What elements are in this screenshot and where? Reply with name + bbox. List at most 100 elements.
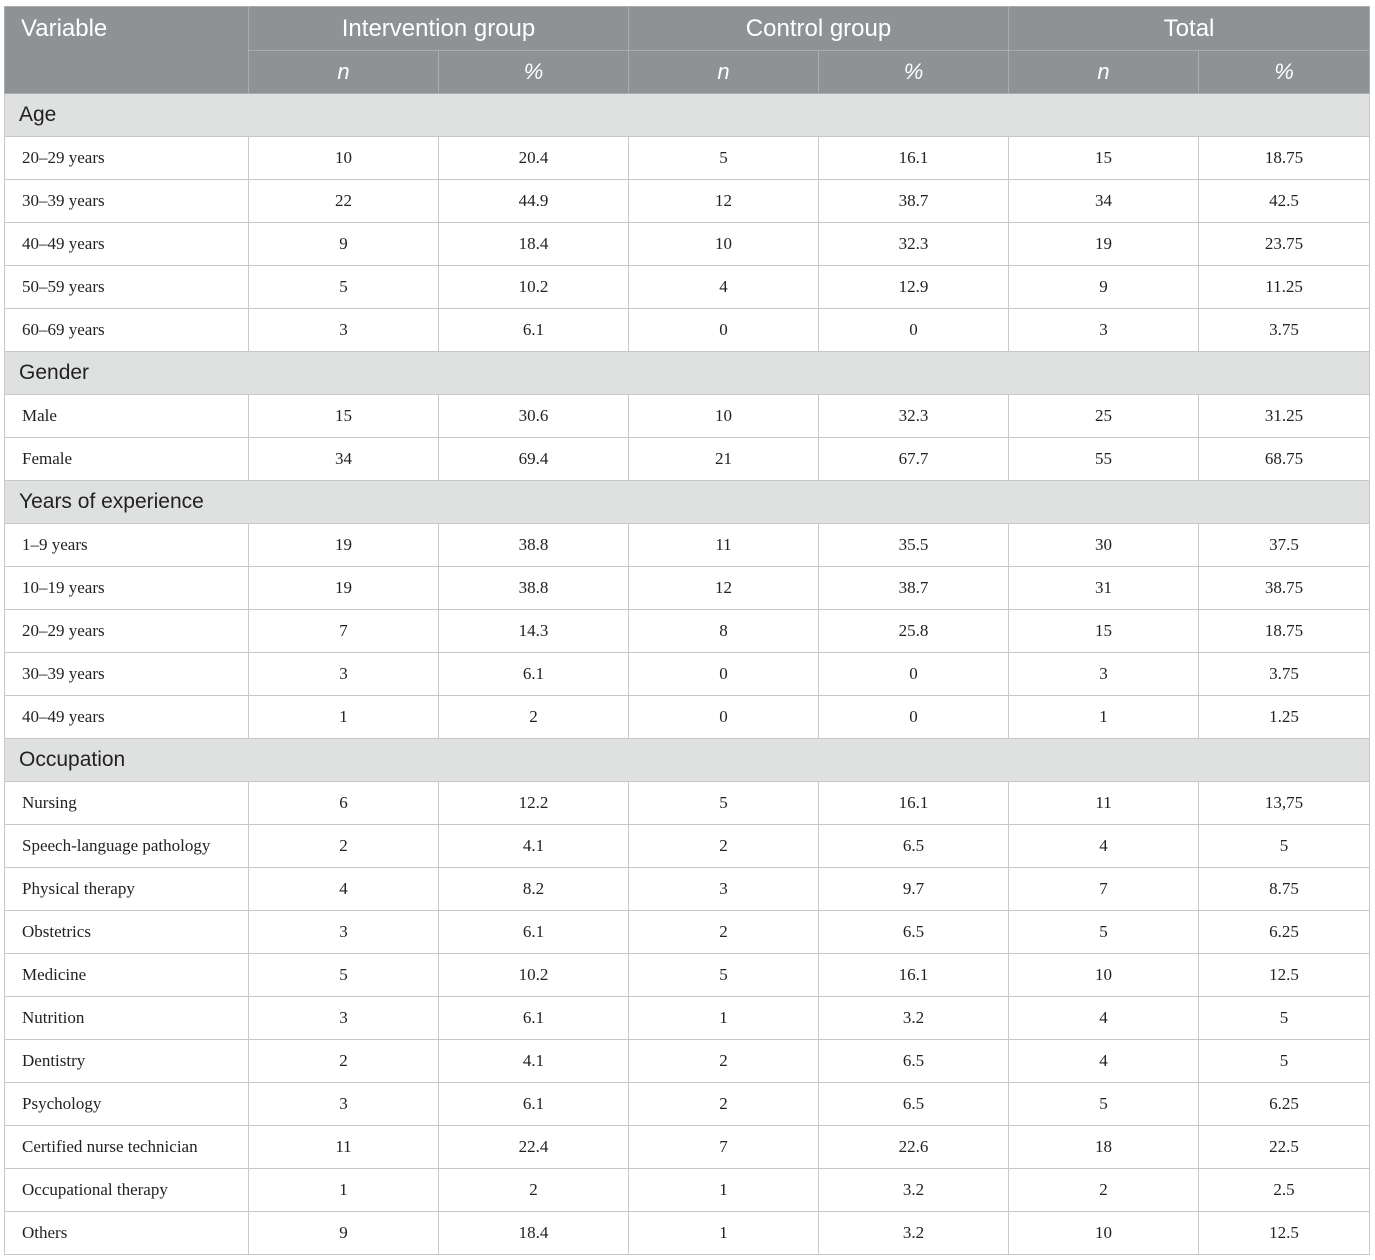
intervention-n-cell: 2 [248,824,439,868]
intervention-pct-cell: 20.4 [438,136,629,180]
row-label: 40–49 years [4,695,249,739]
intervention-n-cell: 15 [248,394,439,438]
intervention-pct-cell: 2 [438,1168,629,1212]
row-label: Obstetrics [4,910,249,954]
intervention-n-header: n [248,50,439,94]
row-label: Male [4,394,249,438]
table-row: Psychology 3 6.1 2 6.5 5 6.25 [4,1082,1371,1126]
total-n-cell: 10 [1008,953,1200,997]
control-n-cell: 0 [628,308,819,352]
control-n-cell: 1 [628,1211,819,1255]
control-n-cell: 12 [628,179,819,223]
row-label: 20–29 years [4,609,249,653]
total-n-cell: 10 [1008,1211,1200,1255]
row-label: 10–19 years [4,566,249,610]
control-pct-cell: 22.6 [817,1125,1010,1169]
control-n-cell: 7 [628,1125,819,1169]
total-pct-cell: 11.25 [1198,265,1371,309]
table-row: Obstetrics 3 6.1 2 6.5 5 6.25 [4,910,1371,954]
total-n-cell: 34 [1008,179,1200,223]
total-pct-cell: 2.5 [1198,1168,1371,1212]
total-pct-cell: 6.25 [1198,910,1371,954]
control-pct-cell: 38.7 [817,179,1010,223]
intervention-pct-header: % [438,50,629,94]
total-n-cell: 3 [1008,308,1200,352]
total-n-cell: 18 [1008,1125,1200,1169]
total-header: Total [1008,6,1371,51]
total-pct-cell: 22.5 [1198,1125,1371,1169]
total-pct-cell: 3.75 [1198,652,1371,696]
intervention-n-cell: 9 [248,1211,439,1255]
intervention-pct-cell: 10.2 [438,953,629,997]
control-pct-cell: 0 [817,308,1010,352]
row-label: 1–9 years [4,523,249,567]
total-pct-cell: 3.75 [1198,308,1371,352]
intervention-pct-cell: 30.6 [438,394,629,438]
control-n-header: n [628,50,819,94]
intervention-n-cell: 1 [248,1168,439,1212]
intervention-pct-cell: 4.1 [438,1039,629,1083]
intervention-pct-cell: 18.4 [438,222,629,266]
intervention-n-cell: 3 [248,1082,439,1126]
control-pct-cell: 35.5 [817,523,1010,567]
total-n-cell: 11 [1008,781,1200,825]
intervention-n-cell: 3 [248,910,439,954]
row-label: Nutrition [4,996,249,1040]
intervention-pct-cell: 38.8 [438,523,629,567]
total-n-cell: 2 [1008,1168,1200,1212]
control-n-cell: 2 [628,910,819,954]
row-label: 30–39 years [4,179,249,223]
section-title: Years of experience [3,480,1371,524]
control-n-cell: 2 [628,1082,819,1126]
control-n-cell: 11 [628,523,819,567]
control-n-cell: 8 [628,609,819,653]
total-pct-cell: 68.75 [1198,437,1371,481]
row-label: 30–39 years [4,652,249,696]
control-pct-cell: 16.1 [817,136,1010,180]
control-n-cell: 0 [628,695,819,739]
variable-column-header: Variable [4,6,249,94]
total-pct-cell: 12.5 [1198,1211,1371,1255]
section-title: Age [3,93,1371,137]
table-row: 60–69 years 3 6.1 0 0 3 3.75 [4,308,1371,352]
control-pct-cell: 6.5 [817,824,1010,868]
total-pct-cell: 13,75 [1198,781,1371,825]
intervention-n-cell: 3 [248,652,439,696]
intervention-pct-cell: 22.4 [438,1125,629,1169]
table-row: Physical therapy 4 8.2 3 9.7 7 8.75 [4,867,1371,911]
intervention-n-cell: 5 [248,953,439,997]
intervention-n-cell: 9 [248,222,439,266]
control-group-header: Control group [627,6,1010,51]
control-n-cell: 21 [628,437,819,481]
total-pct-cell: 42.5 [1198,179,1371,223]
total-pct-cell: 12.5 [1198,953,1371,997]
intervention-n-cell: 34 [248,437,439,481]
control-pct-cell: 0 [817,695,1010,739]
table-body: Age 20–29 years 10 20.4 5 16.1 15 18.75 30–39 ye… [3,93,1371,1255]
row-label: Occupational therapy [4,1168,249,1212]
table-row: Speech-language pathology 2 4.1 2 6.5 4 5 [4,824,1371,868]
intervention-group-header: Intervention group [248,6,629,51]
total-pct-cell: 23.75 [1198,222,1371,266]
intervention-n-cell: 5 [248,265,439,309]
control-pct-cell: 32.3 [817,222,1010,266]
total-n-cell: 9 [1008,265,1200,309]
intervention-pct-cell: 44.9 [438,179,629,223]
section-row: Occupation [3,738,1371,782]
section-row: Age [3,93,1371,137]
total-pct-cell: 6.25 [1198,1082,1371,1126]
intervention-pct-cell: 69.4 [438,437,629,481]
intervention-n-cell: 10 [248,136,439,180]
total-n-cell: 1 [1008,695,1200,739]
total-n-cell: 31 [1008,566,1200,610]
control-pct-cell: 0 [817,652,1010,696]
total-pct-cell: 1.25 [1198,695,1371,739]
total-pct-cell: 5 [1198,996,1371,1040]
intervention-pct-cell: 8.2 [438,867,629,911]
intervention-n-cell: 7 [248,609,439,653]
row-label: 40–49 years [4,222,249,266]
total-n-cell: 25 [1008,394,1200,438]
intervention-pct-cell: 10.2 [438,265,629,309]
table-row: Occupational therapy 1 2 1 3.2 2 2.5 [4,1168,1371,1212]
table-row: 40–49 years 1 2 0 0 1 1.25 [4,695,1371,739]
